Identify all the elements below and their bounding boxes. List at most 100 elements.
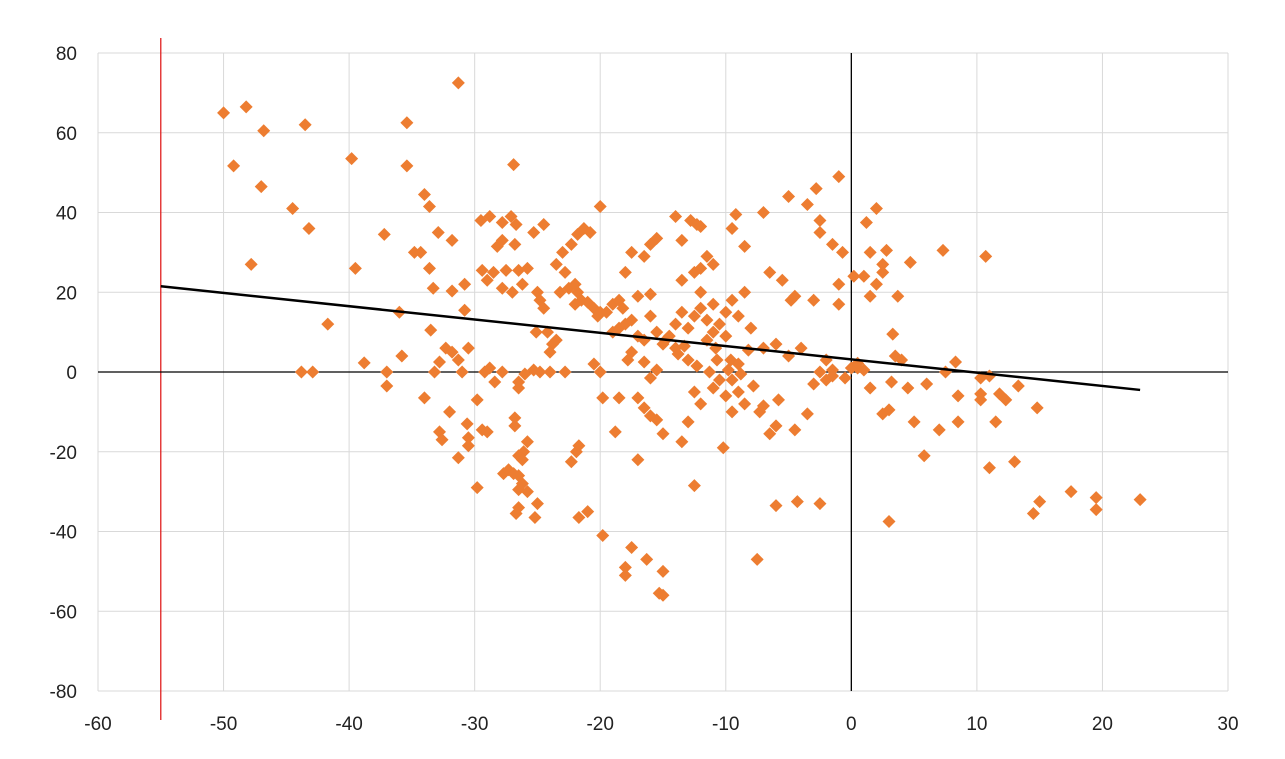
scatter-point	[244, 257, 258, 271]
scatter-point	[257, 124, 271, 138]
scatter-point	[508, 419, 522, 433]
scatter-point	[431, 225, 445, 239]
y-tick-label: -60	[50, 602, 77, 623]
scatter-point	[669, 209, 683, 223]
scatter-point	[596, 391, 610, 405]
scatter-point	[443, 405, 457, 419]
scatter-point	[687, 479, 701, 493]
scatter-point	[549, 257, 563, 271]
scatter-point	[706, 257, 720, 271]
scatter-point	[508, 411, 522, 425]
scatter-point	[859, 215, 873, 229]
scatter-point	[445, 284, 459, 298]
scatter-point	[499, 263, 513, 277]
scatter-point	[790, 495, 804, 509]
scatter-point	[455, 365, 469, 379]
scatter-point	[1064, 485, 1078, 499]
scatter-point	[903, 255, 917, 269]
scatter-point	[769, 499, 783, 513]
scatter-point	[813, 225, 827, 239]
scatter-point	[564, 237, 578, 251]
scatter-point	[650, 413, 664, 427]
y-tick-label: 80	[56, 44, 77, 65]
scatter-point	[1026, 507, 1040, 521]
scatter-point	[713, 317, 726, 331]
scatter-point	[832, 170, 846, 184]
scatter-point	[738, 285, 752, 299]
scatter-point	[461, 439, 475, 453]
scatter-point	[529, 325, 543, 339]
scatter-point	[729, 207, 743, 221]
scatter-point	[543, 365, 557, 379]
scatter-point	[445, 345, 459, 359]
x-tick-label: -30	[461, 714, 488, 735]
scatter-point	[483, 361, 497, 375]
scatter-point	[974, 393, 988, 407]
scatter-point	[687, 385, 701, 399]
scatter-point	[507, 158, 521, 172]
y-tick-label: 60	[56, 124, 77, 145]
data-points	[217, 76, 1147, 602]
scatter-point	[772, 393, 786, 407]
scatter-point	[719, 305, 733, 319]
scatter-point	[763, 427, 777, 441]
scatter-point	[725, 373, 739, 387]
scatter-point	[593, 200, 607, 214]
scatter-point	[939, 365, 952, 379]
scatter-point	[756, 399, 770, 413]
scatter-point	[788, 423, 802, 437]
scatter-point	[527, 225, 541, 239]
x-tick-label: -10	[712, 714, 739, 735]
scatter-point	[863, 289, 877, 303]
scatter-point	[694, 285, 708, 299]
scatter-point	[593, 365, 607, 379]
scatter-point	[512, 263, 526, 277]
scatter-point	[725, 221, 739, 235]
scatter-point	[650, 363, 664, 377]
scatter-point	[656, 564, 670, 578]
scatter-point	[706, 381, 720, 395]
scatter-point	[618, 560, 632, 574]
scatter-point	[702, 365, 716, 379]
scatter-point	[832, 297, 846, 311]
scatter-point	[631, 453, 645, 467]
scatter-point	[400, 159, 414, 173]
scatter-point	[731, 309, 745, 323]
scatter-point	[1011, 379, 1025, 393]
y-tick-labels: -80 -60 -40 -20 0 20 40 60 80	[50, 44, 77, 703]
scatter-point	[618, 568, 632, 582]
scatter-point	[558, 365, 572, 379]
scatter-point	[495, 281, 509, 295]
scatter-point	[357, 356, 371, 370]
scatter-point	[813, 365, 827, 379]
scatter-point	[826, 369, 839, 383]
scatter-point	[731, 385, 745, 399]
scatter-point	[932, 423, 946, 437]
scatter-point	[832, 277, 846, 291]
scatter-point	[951, 415, 965, 429]
scatter-point	[721, 363, 735, 377]
scatter-point	[470, 481, 484, 495]
scatter-point	[616, 301, 630, 315]
scatter-point	[738, 239, 752, 253]
scatter-point	[568, 277, 582, 291]
scatter-point	[1133, 493, 1147, 507]
scatter-point	[920, 377, 934, 391]
scatter-point	[882, 515, 896, 529]
scatter-point	[451, 451, 465, 465]
scatter-point	[435, 433, 449, 447]
scatter-point	[618, 265, 632, 279]
x-tick-label: 10	[966, 714, 987, 735]
x-tick-label: -40	[335, 714, 362, 735]
scatter-point	[694, 219, 708, 233]
scatter-point	[681, 353, 695, 367]
scatter-point	[298, 118, 312, 132]
scatter-point	[863, 381, 877, 395]
scatter-point	[794, 341, 808, 355]
scatter-point	[495, 365, 509, 379]
scatter-point	[675, 233, 689, 247]
scatter-point	[286, 202, 300, 216]
scatter-point	[254, 180, 268, 194]
scatter-point	[857, 363, 871, 377]
